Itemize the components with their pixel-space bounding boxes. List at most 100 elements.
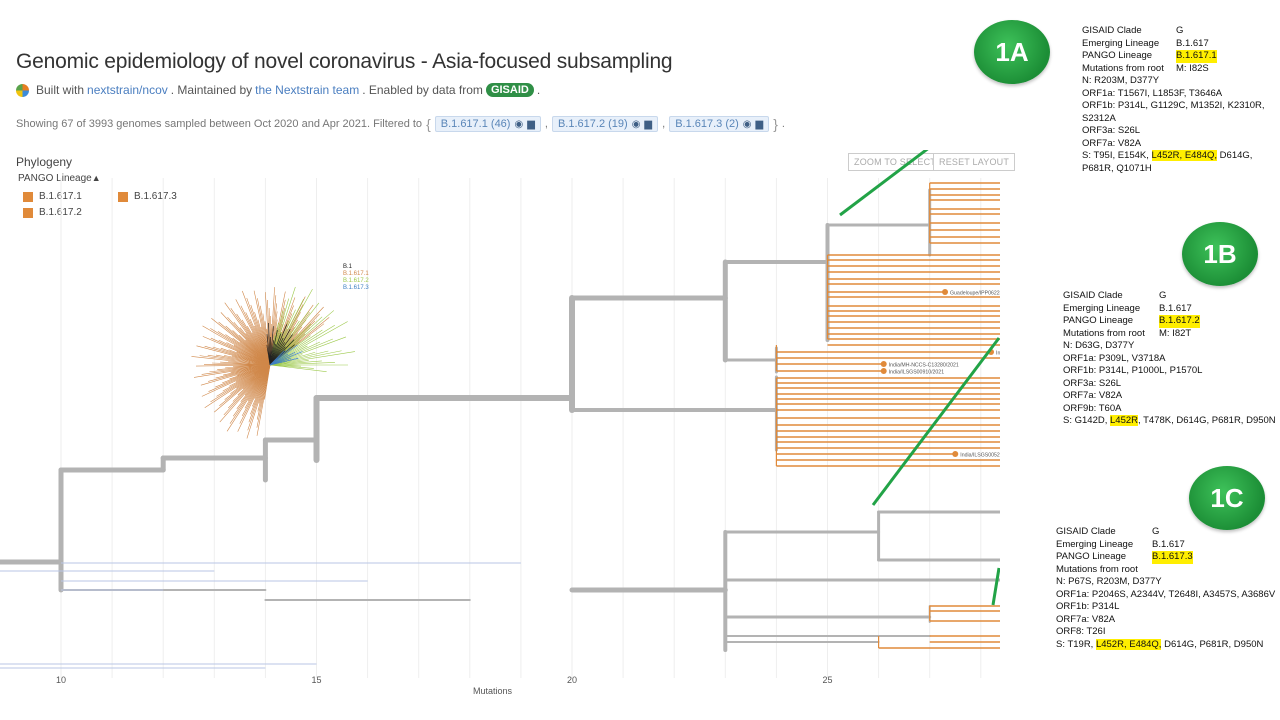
mutation-text: ORF8: T26I	[1056, 626, 1106, 637]
mutation-line: ORF3a: S26L	[1063, 378, 1276, 391]
tip-label[interactable]: India/ILSGS00910/2021	[889, 370, 944, 376]
tip-node[interactable]	[880, 361, 887, 367]
legend-item-b1617-1[interactable]: B.1.617.1	[23, 191, 82, 202]
info-key: GISAID Clade	[1056, 526, 1116, 537]
overview-legend-label: B.1.617.2	[343, 278, 369, 284]
mutation-text: D614G,	[1217, 150, 1253, 161]
phylogeny-heading: Phylogeny	[16, 155, 73, 169]
byline: Built with nextstrain/ncov . Maintained …	[16, 83, 540, 97]
trash-icon[interactable]: ▆	[527, 118, 535, 130]
tip-label[interactable]: India/ILSGS00522/2021	[960, 453, 1000, 459]
filter-chip-b1617-3[interactable]: B.1.617.3 (2) ◉ ▆	[669, 116, 770, 132]
info-row: PANGO Lineage B.1.617.3	[1056, 551, 1275, 564]
info-key: Mutations from root	[1063, 327, 1145, 339]
mutation-line: S: T95I, E154K, L452R, E484Q, D614G,	[1082, 150, 1265, 163]
tip-node[interactable]	[880, 368, 887, 374]
mutation-text: L452R, E484Q,	[1095, 638, 1162, 650]
info-row: GISAID Clade G	[1063, 290, 1276, 303]
filter-chip-b1617-2[interactable]: B.1.617.2 (19) ◉ ▆	[551, 116, 659, 132]
team-link[interactable]: the Nextstrain team	[255, 83, 360, 97]
info-key: Emerging Lineage	[1082, 37, 1160, 49]
info-value: M: I82S	[1176, 62, 1209, 74]
tip-label[interactable]: India/MH-NCCS-C13280/2021	[889, 363, 959, 369]
overview-branch	[224, 302, 271, 366]
mutation-text: ORF7a: V82A	[1082, 137, 1142, 149]
info-key: Emerging Lineage	[1063, 302, 1141, 314]
mutation-text: L452R	[1110, 415, 1138, 426]
gisaid-logo[interactable]: GISAID	[485, 83, 534, 97]
badge-1c: 1C	[1189, 466, 1265, 530]
annotation-panel-1a: GISAID Clade G Emerging Lineage B.1.617 PANG…	[1082, 25, 1265, 175]
mutation-text: ORF3a: S26L	[1063, 377, 1122, 389]
info-row: Emerging Lineage B.1.617	[1063, 303, 1276, 316]
mutation-text: N: D63G, D377Y	[1063, 340, 1135, 351]
tip-label[interactable]: India/MH-NCCS-C13264/2021	[996, 351, 1000, 357]
eye-icon[interactable]: ◉	[742, 118, 752, 130]
ncov-link[interactable]: nextstrain/ncov	[87, 83, 168, 97]
eye-icon[interactable]: ◉	[514, 118, 524, 130]
legend-item-b1617-3[interactable]: B.1.617.3	[118, 191, 177, 202]
x-tick-label: 15	[311, 675, 321, 685]
legend-item-b1617-2[interactable]: B.1.617.2	[23, 207, 82, 218]
mutation-text: ORF7a: V82A	[1063, 390, 1123, 401]
overview-legend-label: B.1.617.1	[343, 271, 369, 277]
info-value: B.1.617	[1152, 538, 1185, 550]
trash-icon[interactable]: ▆	[755, 118, 764, 130]
overview-branch	[196, 345, 271, 366]
overview-branch	[204, 364, 271, 408]
overview-branch	[219, 364, 271, 423]
color-by-label[interactable]: PANGO Lineage▲	[18, 173, 101, 184]
info-row: GISAID Clade G	[1082, 25, 1265, 38]
mutation-line: ORF7a: V82A	[1056, 614, 1275, 627]
mutation-line: ORF1a: T1567I, L1853F, T3646A	[1082, 88, 1265, 101]
showing-text: Showing 67 of 3993 genomes sampled betwe…	[16, 118, 423, 130]
mutation-line: ORF1a: P2046S, A2344V, T2648I, A3457S, A…	[1056, 589, 1275, 602]
overview-branch	[269, 364, 327, 372]
x-tick-label: 20	[567, 675, 577, 685]
overview-branch	[269, 329, 323, 366]
reset-layout-button[interactable]: RESET LAYOUT	[933, 153, 1016, 171]
nextstrain-logo-icon	[16, 83, 29, 97]
info-row: Emerging Lineage B.1.617	[1082, 38, 1265, 51]
info-row: PANGO Lineage B.1.617.2	[1063, 315, 1276, 328]
overview-branch	[202, 325, 271, 366]
phylogeny-tree[interactable]: 1015202530354045Portugal/PT5880/2021Guad…	[0, 150, 1000, 700]
eye-icon[interactable]: ◉	[631, 118, 641, 130]
overview-branch	[269, 302, 320, 366]
mutation-line: ORF8: T26I	[1056, 626, 1275, 639]
info-value: B.1.617.3	[1152, 551, 1193, 564]
overview-branch	[269, 326, 274, 366]
pointer-line	[839, 150, 929, 217]
overview-branch	[269, 347, 291, 366]
trash-icon[interactable]: ▆	[644, 118, 653, 130]
info-key: Mutations from root	[1082, 62, 1164, 74]
info-value: M: I82T	[1159, 327, 1192, 339]
mutation-line: ORF3a: S26L	[1082, 125, 1265, 138]
overview-branch	[268, 323, 271, 366]
mutation-line: ORF1b: P314L, P1000L, P1570L	[1063, 365, 1276, 378]
overview-branch	[191, 356, 271, 366]
mutation-line: ORF7a: V82A	[1082, 138, 1265, 151]
mutation-text: ORF1a: T1567I, L1853F, T3646A	[1082, 87, 1223, 99]
x-axis-title: Mutations	[473, 686, 513, 696]
mutation-line: N: P67S, R203M, D377Y	[1056, 576, 1275, 589]
overview-legend-label: B.1	[343, 264, 353, 270]
mutation-text: D614G, P681R, D950N	[1161, 638, 1264, 650]
mutation-text: ORF1a: P309L, V3718A	[1063, 352, 1166, 364]
tip-node[interactable]	[942, 289, 949, 295]
info-value: B.1.617	[1159, 302, 1192, 314]
mutation-line: N: R203M, D377Y	[1082, 75, 1265, 88]
badge-1b: 1B	[1182, 222, 1258, 286]
mutation-line: ORF1a: P309L, V3718A	[1063, 353, 1276, 366]
info-row: PANGO Lineage B.1.617.1	[1082, 50, 1265, 63]
info-value: B.1.617.2	[1159, 315, 1200, 328]
overview-branch	[269, 324, 288, 366]
tip-label[interactable]: Guadeloupe/IPP06228/2021	[950, 291, 1000, 297]
overview-legend-label: B.1.617.3	[343, 285, 369, 291]
info-key: PANGO Lineage	[1082, 50, 1153, 61]
x-tick-label: 10	[56, 675, 66, 685]
filter-chip-b1617-1[interactable]: B.1.617.1 (46) ◉ ▆	[434, 116, 541, 132]
tip-node[interactable]	[952, 451, 959, 457]
overview-branch	[269, 362, 335, 366]
info-value: G	[1152, 526, 1160, 537]
